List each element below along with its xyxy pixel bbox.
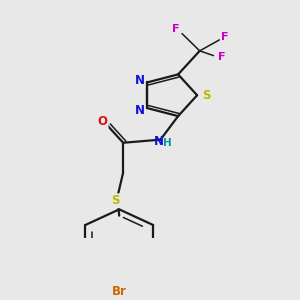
Text: O: O bbox=[98, 115, 107, 128]
Text: H: H bbox=[163, 138, 172, 148]
Text: F: F bbox=[172, 24, 180, 34]
Text: S: S bbox=[111, 194, 120, 207]
Text: F: F bbox=[221, 32, 229, 42]
Text: N: N bbox=[134, 74, 145, 87]
Text: N: N bbox=[154, 135, 164, 148]
Text: Br: Br bbox=[112, 285, 127, 298]
Text: F: F bbox=[218, 52, 225, 62]
Text: S: S bbox=[202, 89, 210, 102]
Text: N: N bbox=[134, 104, 145, 117]
